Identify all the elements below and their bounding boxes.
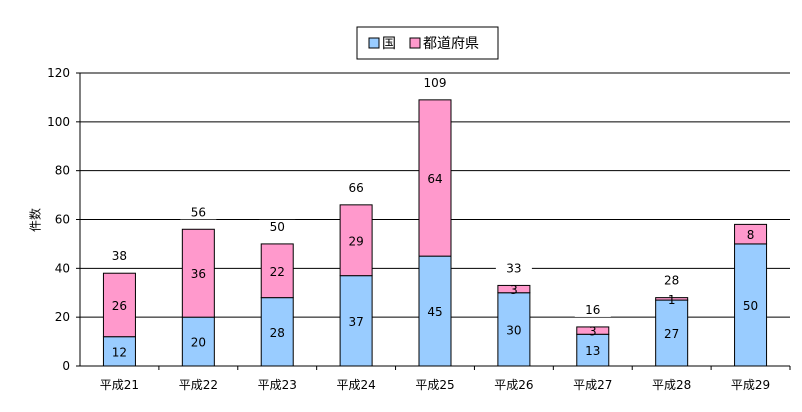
total-value-label: 56: [191, 205, 206, 219]
bar-segment: [260, 297, 294, 367]
y-ticks: 0 20 40 60 80 100 120: [47, 66, 80, 373]
total-value-label: 50: [270, 220, 285, 234]
bar-segment: [576, 326, 610, 335]
x-category-label: 平成23: [258, 378, 297, 392]
total-label-bg: [338, 180, 375, 195]
total-label-bg: [180, 205, 217, 220]
total-label-bg: [495, 261, 532, 276]
total-label-bg: [259, 219, 296, 234]
y-tick-label: 100: [47, 115, 70, 129]
total-label-bg: [101, 249, 138, 264]
bar-segment: [260, 243, 294, 299]
bar-segment: [339, 204, 373, 277]
x-ticks: 平成21 平成22 平成23 平成24 平成25 平成26 平成27 平成28 平成29: [100, 366, 791, 392]
bar-segment: [339, 275, 373, 367]
total-value-label: 16: [585, 303, 600, 317]
segment-value-label: 64: [427, 172, 442, 186]
y-tick-label: 80: [55, 164, 70, 178]
total-value-label: 38: [112, 249, 127, 263]
bar-segment: [497, 292, 531, 367]
segment-value-label: 22: [270, 265, 285, 279]
segment-value-label: 3: [510, 283, 518, 297]
segment-value-label: 26: [112, 299, 127, 313]
bar-segment: [655, 297, 689, 301]
x-category-label: 平成27: [573, 378, 612, 392]
legend-label-todofuken: 都道府県: [423, 36, 479, 52]
legend-swatch-kuni: [368, 37, 380, 49]
total-label-bg: [413, 75, 457, 90]
total-label-bg: [653, 273, 690, 288]
legend: 国 都道府県: [356, 26, 499, 60]
segment-value-label: 12: [112, 345, 127, 359]
segment-value-label: 8: [747, 228, 755, 242]
bars: [102, 99, 768, 367]
segment-value-label: 27: [664, 327, 679, 341]
data-labels: 1226382036562822503729664564109303331331…: [101, 75, 758, 359]
x-category-label: 平成25: [415, 378, 454, 392]
legend-swatch-todofuken: [409, 37, 421, 49]
segment-value-label: 36: [191, 267, 206, 281]
bar-segment: [181, 316, 215, 367]
x-category-label: 平成28: [652, 378, 691, 392]
bar-segment: [734, 223, 768, 245]
bar-segment: [181, 228, 215, 318]
segment-value-label: 45: [427, 305, 442, 319]
y-tick-label: 40: [55, 261, 70, 275]
y-axis-label: 件数: [28, 208, 43, 232]
segment-value-label: 50: [743, 299, 758, 313]
x-category-label: 平成26: [494, 378, 533, 392]
segment-value-label: 29: [348, 234, 363, 248]
y-tick-label: 0: [62, 359, 70, 373]
total-value-label: 33: [506, 261, 521, 275]
x-category-label: 平成21: [100, 378, 139, 392]
bar-segment: [102, 272, 136, 338]
y-tick-label: 20: [55, 310, 70, 324]
total-value-label: 109: [424, 76, 447, 90]
segment-value-label: 37: [348, 315, 363, 329]
x-category-label: 平成22: [179, 378, 218, 392]
segment-value-label: 3: [589, 325, 597, 339]
legend-label-kuni: 国: [382, 36, 396, 52]
segment-value-label: 1: [668, 293, 676, 307]
segment-value-label: 30: [506, 323, 521, 337]
total-label-bg: [574, 302, 611, 317]
bar-segment: [655, 299, 689, 367]
total-value-label: 66: [348, 181, 363, 195]
bar-segment: [418, 99, 452, 257]
y-tick-label: 60: [55, 213, 70, 227]
segment-value-label: 13: [585, 344, 600, 358]
segment-value-label: 20: [191, 336, 206, 350]
total-value-label: 28: [664, 274, 679, 288]
x-category-label: 平成24: [336, 378, 375, 392]
y-tick-label: 120: [47, 66, 70, 80]
legend-box: [356, 26, 499, 60]
x-category-label: 平成29: [731, 378, 770, 392]
bar-segment: [497, 284, 531, 294]
segment-value-label: 28: [270, 326, 285, 340]
